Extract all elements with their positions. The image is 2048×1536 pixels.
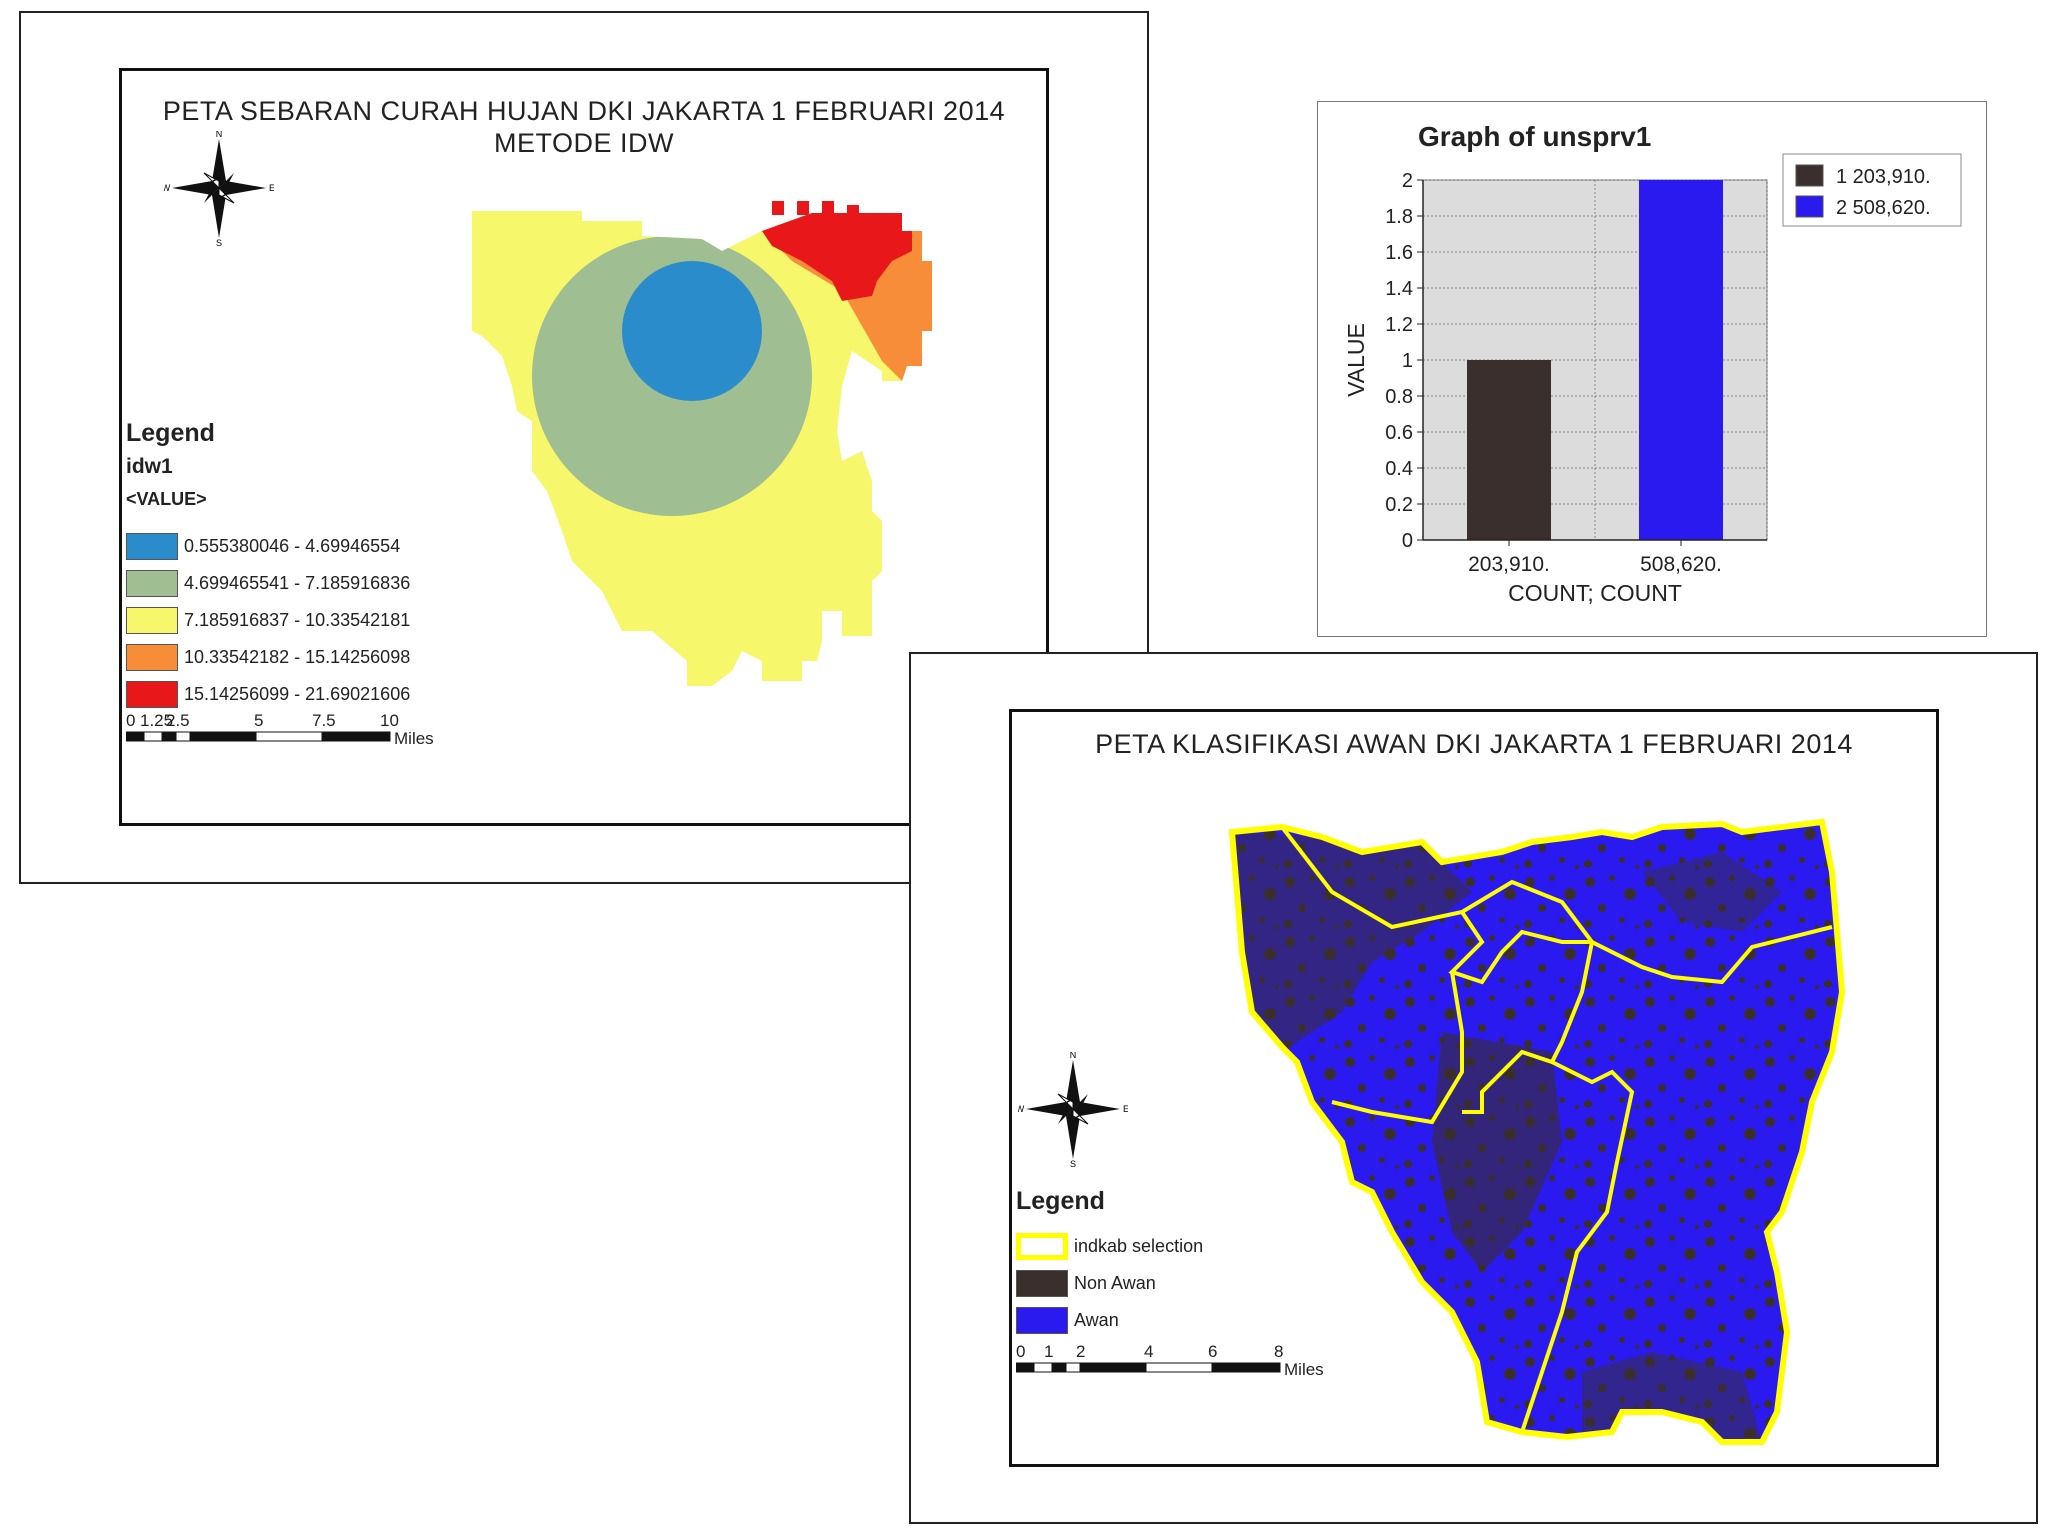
compass-e: E <box>1123 1104 1128 1114</box>
idw-scale-tick-4: 7.5 <box>312 711 336 730</box>
chart-legend-label-0: 1 203,910. <box>1836 166 1931 188</box>
chart-ytick-label-7: 1.4 <box>1385 278 1413 300</box>
cloud-scale-tick-1: 1 <box>1044 1342 1054 1361</box>
chart-title: Graph of unsprv1 <box>1418 121 1651 152</box>
chart-bar-1 <box>1639 180 1723 540</box>
cloud-legend-swatch-1 <box>1016 1270 1068 1297</box>
idw-scale-tick-5: 10 <box>380 711 399 730</box>
idw-legend-swatch-1 <box>126 570 178 597</box>
cloud-scale-tick-2: 2 <box>1076 1342 1086 1361</box>
idw-scale-tick-2: 2.5 <box>166 711 190 730</box>
chart-ytick-label-3: 0.6 <box>1385 422 1413 444</box>
idw-legend-swatch-0 <box>126 533 178 560</box>
north-arrow-icon: N S W E <box>1018 1052 1128 1167</box>
chart-xlabel: COUNT; COUNT <box>1508 580 1682 606</box>
cloud-scale-tick-4: 6 <box>1208 1342 1218 1361</box>
cloud-legend-label-1: Non Awan <box>1074 1273 1156 1293</box>
chart-ytick-label-0: 0 <box>1402 530 1413 552</box>
chart-legend-swatch-1 <box>1795 195 1824 218</box>
idw-scale-tick-1: 1.25 <box>140 711 174 730</box>
idw-legend-label-4: 15.14256099 - 21.69021606 <box>184 684 411 704</box>
idw-legend-field: <VALUE> <box>126 489 207 509</box>
chart-ytick-label-5: 1 <box>1402 350 1413 372</box>
idw-legend-heading: Legend <box>126 419 215 447</box>
cloud-legend-heading: Legend <box>1016 1187 1105 1215</box>
idw-legend-swatch-4 <box>126 681 178 708</box>
compass-s: S <box>1070 1159 1076 1167</box>
idw-map-panel: PETA SEBARAN CURAH HUJAN DKI JAKARTA 1 F… <box>19 11 1149 884</box>
idw-map-frame: PETA SEBARAN CURAH HUJAN DKI JAKARTA 1 F… <box>119 68 1049 826</box>
compass-n: N <box>1070 1052 1077 1060</box>
idw-scale-tick-3: 5 <box>254 711 264 730</box>
north-arrow-icon: N S W E <box>164 131 274 246</box>
idw-map-title-line1: PETA SEBARAN CURAH HUJAN DKI JAKARTA 1 F… <box>162 96 1006 126</box>
idw-legend-label-1: 4.699465541 - 7.185916836 <box>184 573 411 593</box>
chart-ylabel: VALUE <box>1343 323 1369 397</box>
cloud-legend-label-0: indkab selection <box>1074 1236 1204 1256</box>
compass-n: N <box>216 131 223 139</box>
cloud-map-title: PETA KLASIFIKASI AWAN DKI JAKARTA 1 FEBR… <box>1095 729 1853 759</box>
unsprv1-bar-chart: Graph of unsprv1 0 0.2 0.4 0.6 0.8 1 1.2 1.4 1.6 1… <box>1343 121 1962 606</box>
chart-legend-label-1: 2 508,620. <box>1836 197 1931 219</box>
chart-ytick-label-6: 1.2 <box>1385 314 1413 336</box>
compass-s: S <box>216 238 222 246</box>
cloud-scale-tick-0: 0 <box>1016 1342 1026 1361</box>
chart-ytick-label-8: 1.6 <box>1385 242 1413 264</box>
idw-scale-bar <box>126 731 391 742</box>
chart-bar-0 <box>1467 360 1551 540</box>
idw-scale-bar: 0 1.25 2.5 5 7.5 10 Miles <box>126 711 446 761</box>
idw-rainfall-raster <box>472 201 932 686</box>
chart-ytick-label-2: 0.4 <box>1385 458 1413 480</box>
cloud-scale-unit: Miles <box>1284 1360 1324 1379</box>
cloud-legend-swatch-0 <box>1016 1233 1068 1260</box>
idw-map-title-line2: METODE IDW <box>494 128 674 158</box>
cloud-legend-swatch-2 <box>1016 1307 1068 1334</box>
cloud-scale-tick-5: 8 <box>1274 1342 1284 1361</box>
compass-w: W <box>1018 1104 1025 1114</box>
chart-legend-swatch-0 <box>1795 164 1824 187</box>
cloud-legend-label-2: Awan <box>1074 1310 1119 1330</box>
chart-ytick-label-4: 0.8 <box>1385 386 1413 408</box>
idw-legend-label-2: 7.185916837 - 10.33542181 <box>184 610 411 630</box>
cloud-scale-tick-3: 4 <box>1144 1342 1154 1361</box>
chart-ytick-label-9: 1.8 <box>1385 206 1413 228</box>
idw-legend-layer: idw1 <box>126 455 173 478</box>
compass-w: W <box>164 183 171 193</box>
chart-xtick-label-1: 508,620. <box>1640 553 1722 576</box>
idw-legend-label-3: 10.33542182 - 15.14256098 <box>184 647 411 667</box>
cloud-map-panel: PETA KLASIFIKASI AWAN DKI JAKARTA 1 FEBR… <box>909 652 2038 1524</box>
chart-xtick-label-0: 203,910. <box>1468 553 1550 576</box>
idw-legend-label-0: 0.555380046 - 4.69946554 <box>184 536 401 556</box>
cloud-scale-bar <box>1016 1362 1281 1373</box>
chart-ytick-label-10: 2 <box>1402 170 1413 192</box>
compass-e: E <box>269 183 274 193</box>
idw-legend-swatch-3 <box>126 644 178 671</box>
chart-ytick-label-1: 0.2 <box>1385 494 1413 516</box>
cloud-map-frame: PETA KLASIFIKASI AWAN DKI JAKARTA 1 FEBR… <box>1009 709 1939 1467</box>
idw-scale-unit: Miles <box>394 729 434 748</box>
idw-scale-tick-0: 0 <box>126 711 136 730</box>
idw-legend-swatch-2 <box>126 607 178 634</box>
cloud-classification-raster <box>1222 812 1872 1452</box>
chart-panel: Graph of unsprv1 0 0.2 0.4 0.6 0.8 1 1.2 1.4 1.6 1… <box>1317 101 1987 637</box>
cloud-scale-bar: 0 1 2 4 6 8 Miles <box>1016 1342 1336 1392</box>
